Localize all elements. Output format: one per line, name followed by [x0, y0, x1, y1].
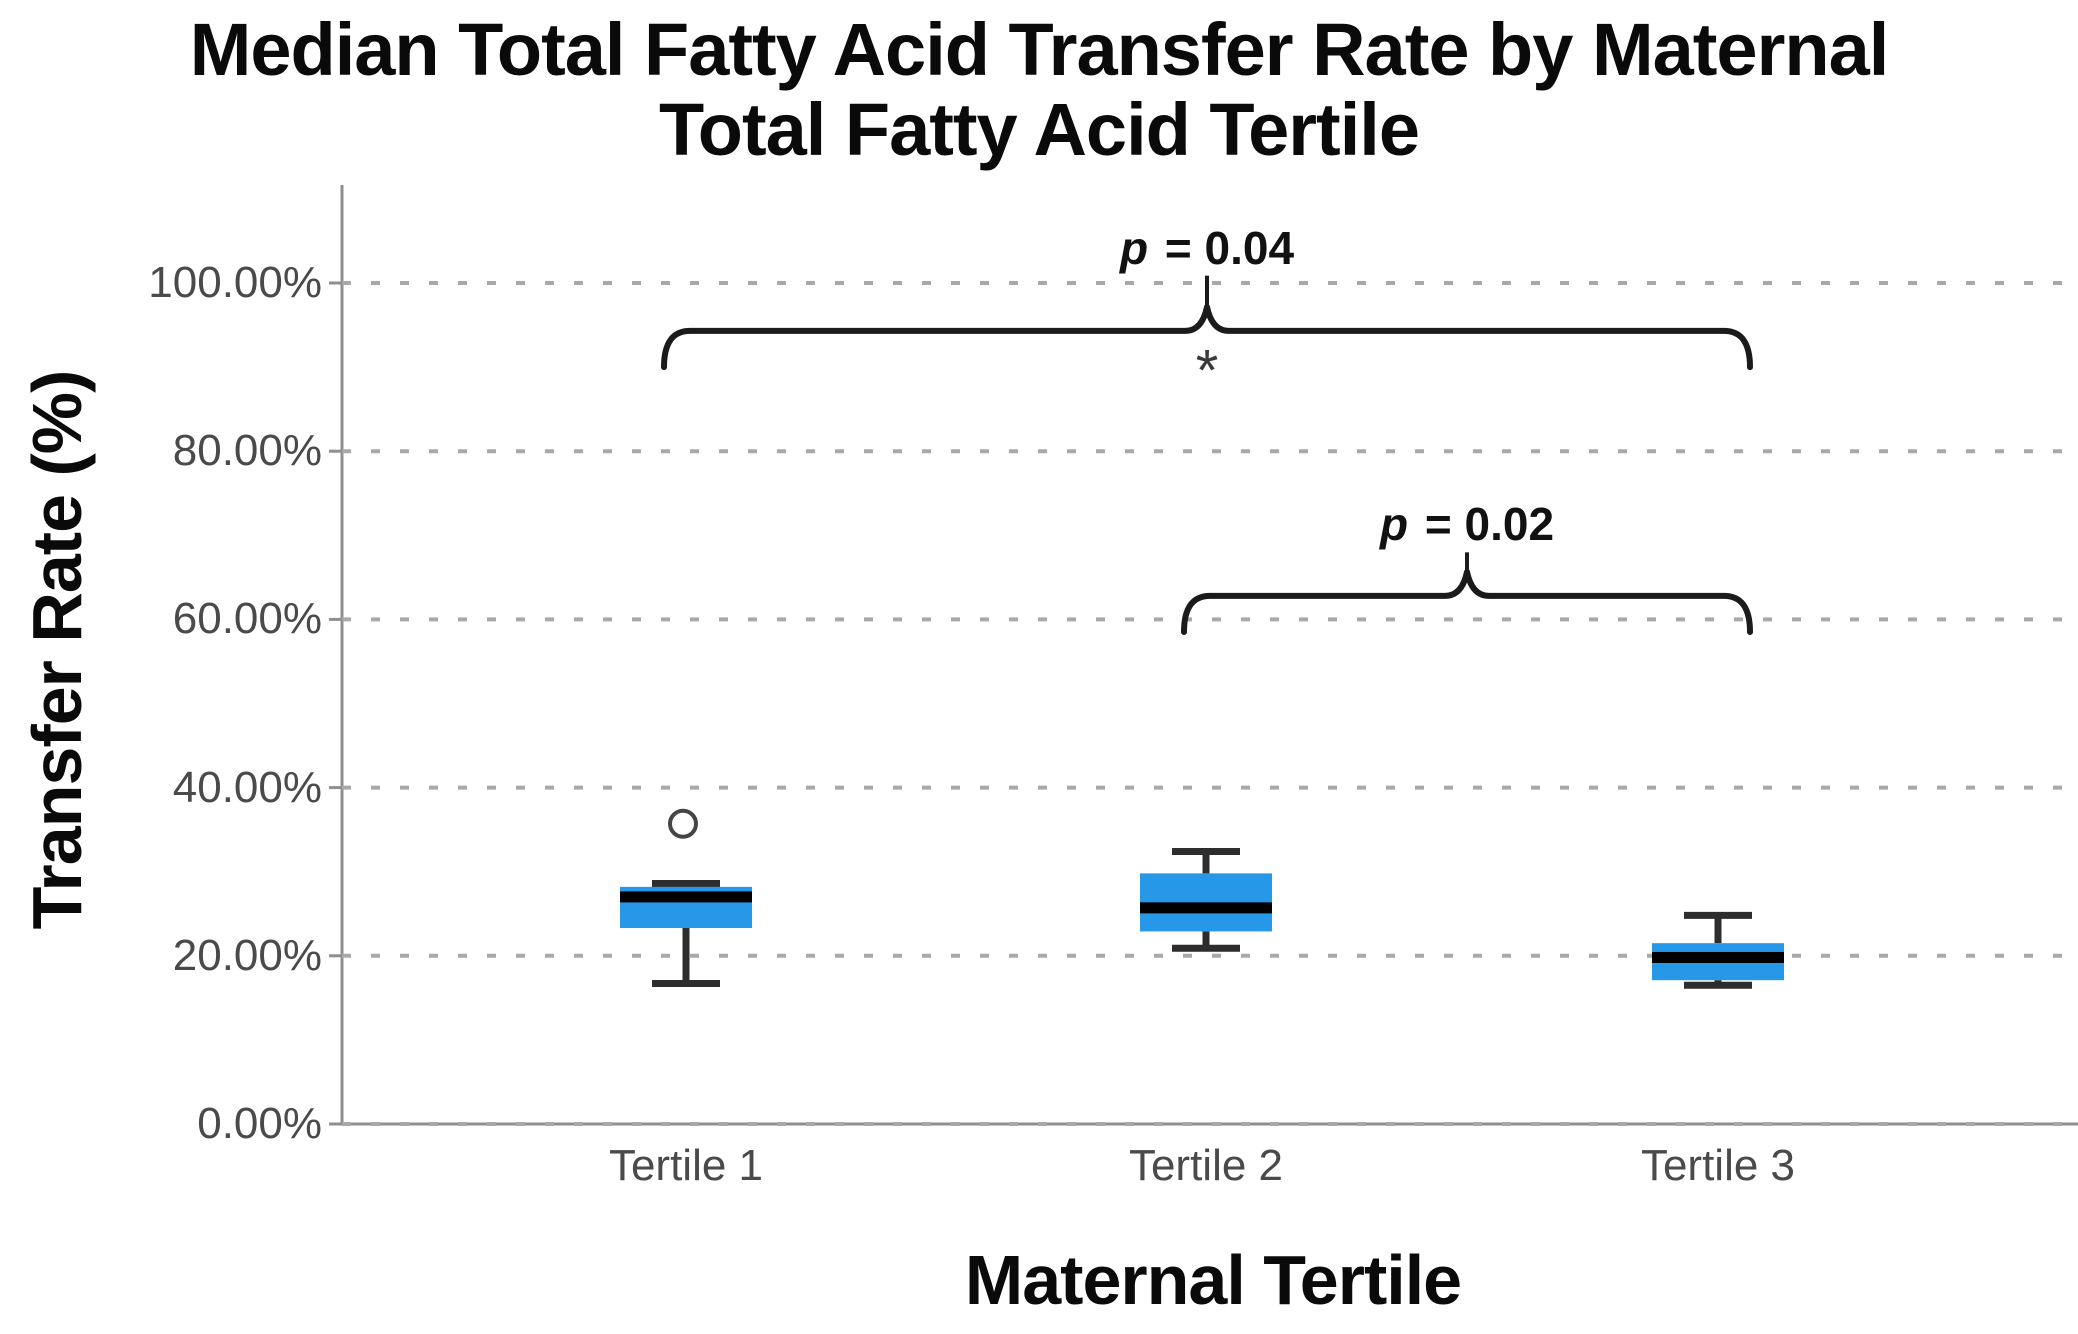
p-value-text: = 0.02 [1412, 498, 1555, 551]
p-symbol: p [1119, 221, 1149, 274]
y-tick-label: 0.00% [197, 1099, 322, 1148]
x-category-label: Tertile 2 [1128, 1141, 1284, 1190]
median-line [1652, 951, 1784, 963]
x-category-label: Tertile 3 [1640, 1141, 1796, 1190]
median-line [620, 891, 752, 903]
p-symbol: p [1379, 498, 1409, 551]
chart-title-line-2: Total Fatty Acid Tertile [659, 87, 1420, 171]
significance-asterisk: * [1195, 338, 1219, 404]
y-tick-label: 20.00% [172, 930, 322, 980]
p-value-annotation-1: p = 0.04 [1120, 221, 1294, 275]
p-value-text: = 0.04 [1152, 221, 1295, 274]
y-tick-label: 60.00% [172, 594, 322, 644]
y-tick-label: 80.00% [172, 426, 322, 476]
y-tick-label: 100.00% [148, 258, 322, 307]
outlier-point [668, 808, 698, 839]
p-value-annotation-2: p = 0.02 [1380, 497, 1554, 551]
y-tick-label: 40.00% [172, 762, 322, 812]
chart-title-line-1: Median Total Fatty Acid Transfer Rate by… [189, 8, 1890, 91]
significance-bracket [1181, 568, 1753, 636]
median-line [1140, 902, 1272, 914]
chart-title: Median Total Fatty Acid Transfer Rate by… [0, 10, 2078, 170]
x-category-label: Tertile 1 [608, 1141, 764, 1190]
x-axis-title: Maternal Tertile [964, 1241, 1462, 1319]
